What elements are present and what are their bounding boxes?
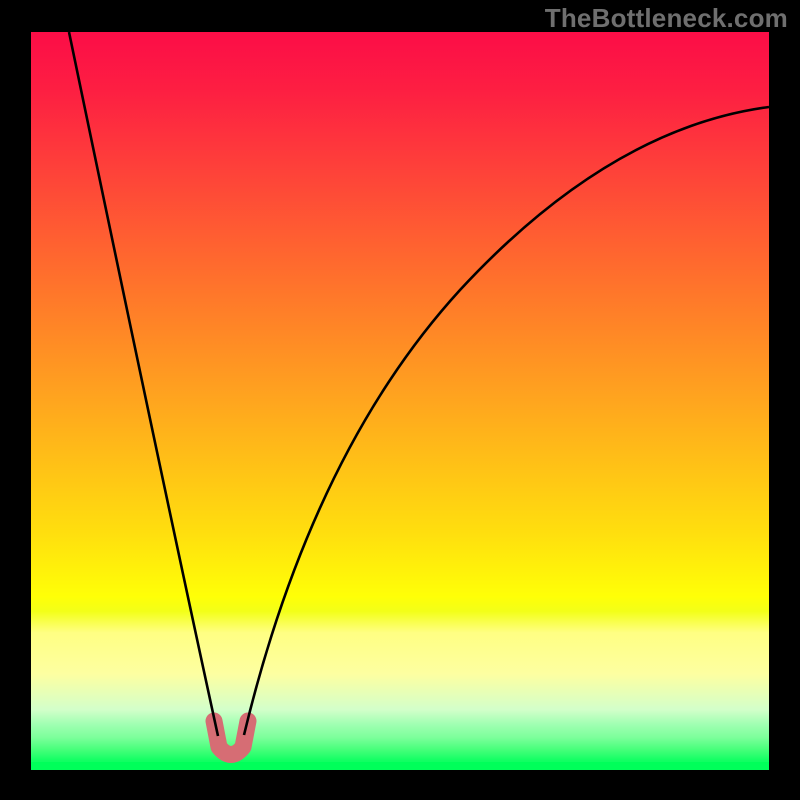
curve-left-branch — [69, 32, 218, 736]
bottleneck-marker — [214, 721, 248, 755]
curve-overlay — [0, 0, 800, 800]
curve-right-branch — [244, 107, 769, 735]
watermark-text: TheBottleneck.com — [545, 3, 788, 34]
chart-root: TheBottleneck.com — [0, 0, 800, 800]
